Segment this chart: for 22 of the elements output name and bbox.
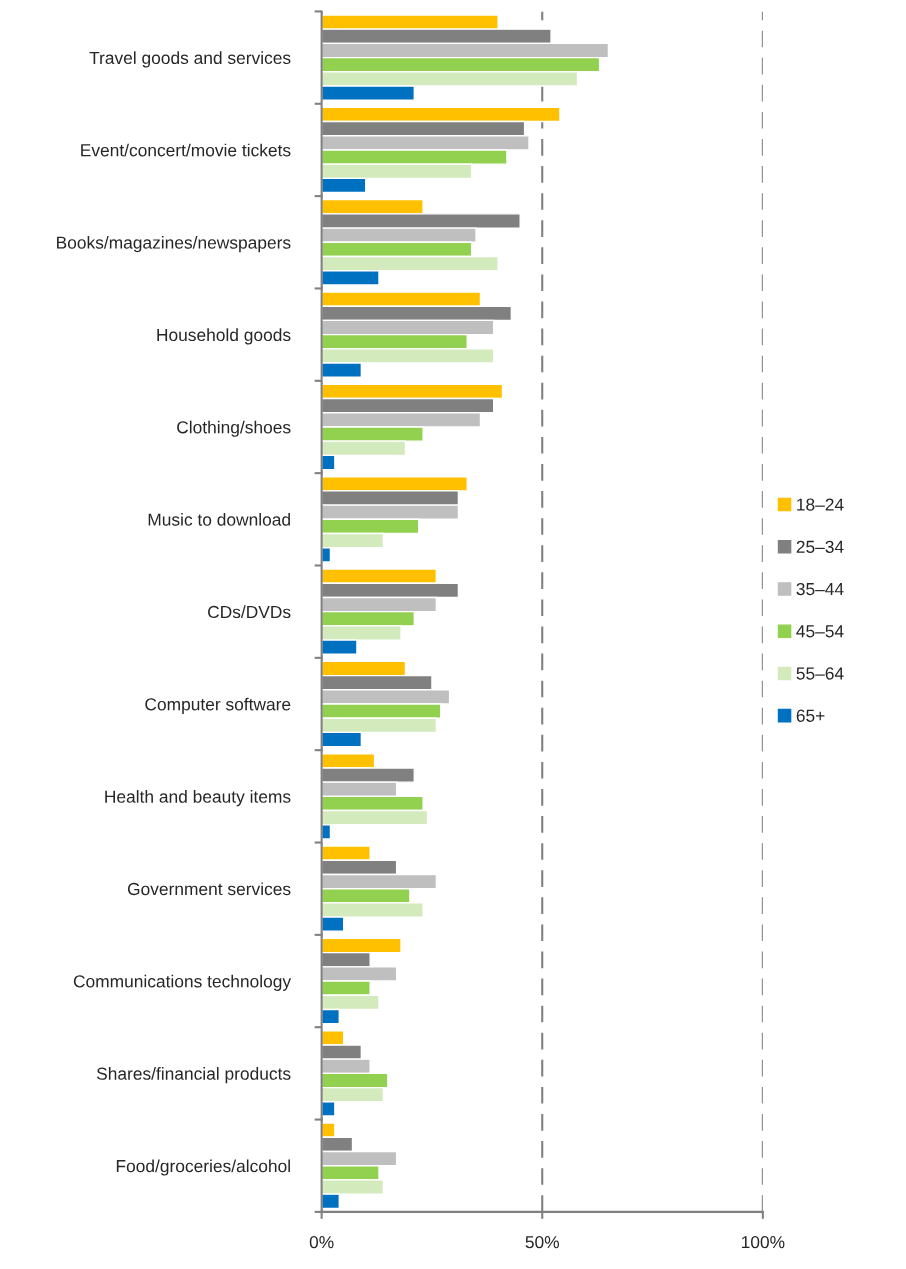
y-tick-label: Health and beauty items bbox=[105, 790, 291, 807]
legend-label: 65+ bbox=[796, 709, 825, 722]
x-tick-label: 100% bbox=[741, 1235, 785, 1249]
y-tick-label: Clothing/shoes bbox=[177, 420, 291, 437]
y-tick-label: Travel goods and services bbox=[89, 51, 291, 68]
y-tick-label: Government services bbox=[127, 882, 291, 896]
y-tick-label: Food/groceries/alcohol bbox=[116, 1159, 290, 1176]
y-tick-label: Event/concert/movie tickets bbox=[81, 143, 291, 157]
legend-label: 55–64 bbox=[796, 667, 844, 680]
y-tick-label: Music to download bbox=[148, 513, 290, 526]
legend-label: 45–54 bbox=[796, 625, 844, 638]
legend-label: 35–44 bbox=[796, 582, 844, 596]
x-tick-label: 50% bbox=[525, 1235, 559, 1249]
legend-label: 18–24 bbox=[797, 498, 844, 511]
y-tick-label: Books/magazines/newspapers bbox=[57, 235, 291, 253]
y-tick-label: CDs/DVDs bbox=[208, 605, 291, 619]
legend-label: 25–34 bbox=[796, 540, 844, 553]
y-tick-label: Shares/financial products bbox=[96, 1067, 291, 1084]
y-tick-label: Household goods bbox=[157, 328, 291, 345]
y-tick-label: Computer software bbox=[145, 697, 291, 714]
y-tick-label: Communications technology bbox=[73, 974, 292, 991]
x-tick-label: 0% bbox=[309, 1235, 334, 1249]
